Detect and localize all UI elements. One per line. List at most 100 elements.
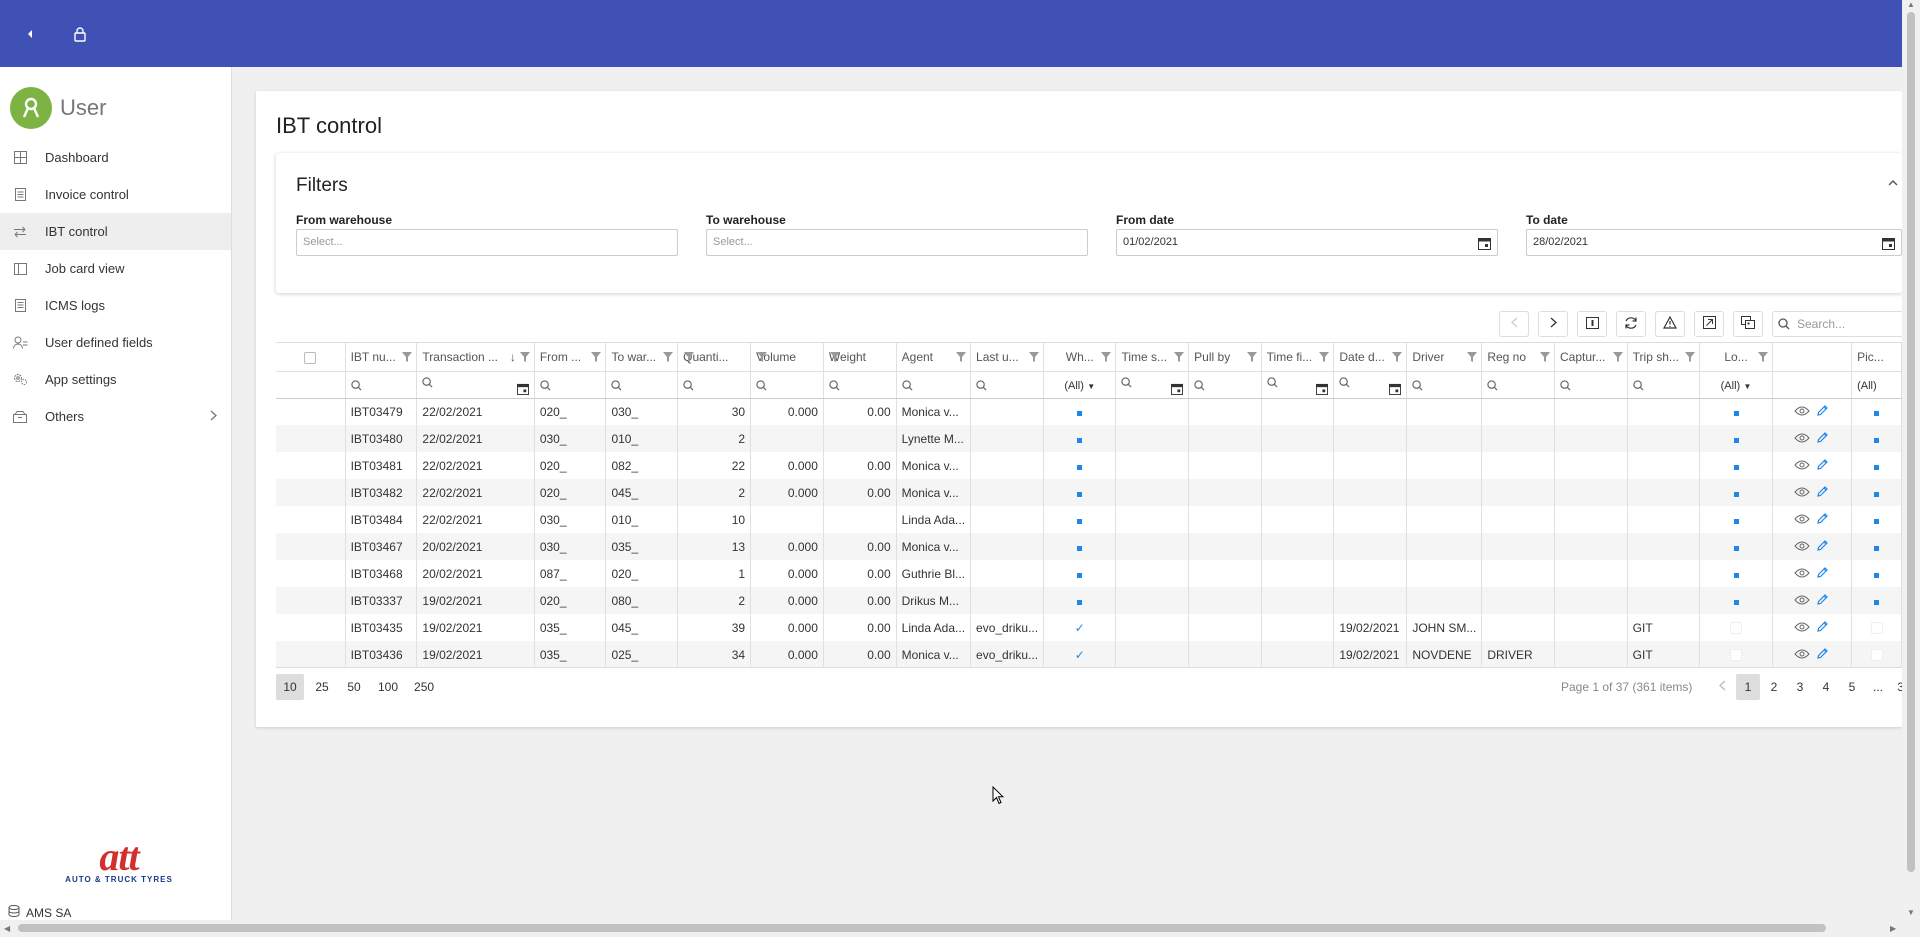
sidebar-item-ibt-control[interactable]: IBT control — [0, 213, 231, 250]
vertical-scrollbar[interactable]: ▲ ▼ — [1902, 0, 1920, 920]
edit-button[interactable] — [1816, 620, 1829, 636]
row-select[interactable] — [276, 533, 346, 560]
page-size-option[interactable]: 100 — [378, 680, 399, 694]
table-row[interactable]: IBT03482 22/02/2021 020_ 045_ 2 0.000 0.00 Moni… — [276, 479, 1902, 506]
row-select[interactable] — [276, 560, 346, 587]
user-profile[interactable]: User — [10, 87, 106, 129]
table-row[interactable]: IBT03337 19/02/2021 020_ 080_ 2 0.000 0.00 Drik… — [276, 587, 1902, 614]
col-date-dispatched[interactable]: Date d... — [1333, 343, 1408, 372]
lock-icon[interactable] — [68, 22, 92, 46]
row-select[interactable] — [276, 425, 346, 452]
edit-button[interactable] — [1816, 404, 1829, 420]
scroll-up-icon[interactable]: ▲ — [1907, 0, 1915, 9]
calendar-icon[interactable] — [1882, 235, 1895, 250]
filter-picked-select[interactable]: (All) — [1851, 371, 1902, 399]
view-button[interactable] — [1794, 648, 1811, 662]
export-button[interactable] — [1694, 311, 1724, 337]
warning-button[interactable] — [1655, 311, 1685, 337]
col-wh[interactable]: Wh... — [1043, 343, 1117, 372]
filter-time-start[interactable] — [1115, 371, 1190, 399]
edit-button[interactable] — [1816, 512, 1829, 528]
pager-prev-icon[interactable] — [1710, 674, 1734, 700]
filter-date-dispatched[interactable] — [1333, 371, 1408, 399]
col-reg-no[interactable]: Reg no — [1481, 343, 1555, 372]
view-button[interactable] — [1794, 405, 1811, 419]
col-ibt-number[interactable]: IBT nu... — [345, 343, 418, 372]
sidebar-item-invoice-control[interactable]: Invoice control — [0, 176, 231, 213]
from-date-field[interactable]: 01/02/2021 — [1116, 229, 1498, 256]
layout-button[interactable] — [1733, 311, 1763, 337]
filter-from[interactable] — [534, 371, 607, 399]
row-select[interactable] — [276, 506, 346, 533]
checkbox[interactable] — [1870, 622, 1883, 635]
column-chooser-button[interactable] — [1577, 311, 1607, 337]
filter-reg-no[interactable] — [1481, 371, 1555, 399]
filter-transaction-date[interactable] — [416, 371, 535, 399]
row-select[interactable] — [276, 452, 346, 479]
table-row[interactable]: IBT03480 22/02/2021 030_ 010_ 2 Lynette M... — [276, 425, 1902, 452]
view-button[interactable] — [1794, 486, 1811, 500]
col-volume[interactable]: Volume — [750, 343, 824, 372]
row-select[interactable] — [276, 479, 346, 506]
row-select[interactable] — [276, 614, 346, 641]
filter-agent[interactable] — [896, 371, 972, 399]
checkbox[interactable] — [1870, 649, 1883, 662]
sidebar-item-dashboard[interactable]: Dashboard — [0, 139, 231, 176]
view-button[interactable] — [1794, 594, 1811, 608]
col-from[interactable]: From ... — [534, 343, 607, 372]
page-size-option[interactable]: 50 — [347, 680, 361, 694]
edit-button[interactable] — [1816, 647, 1829, 663]
col-time-start[interactable]: Time s... — [1115, 343, 1190, 372]
row-select[interactable] — [276, 587, 346, 614]
page-size-option[interactable]: 25 — [315, 680, 329, 694]
filter-trip-sheet[interactable] — [1627, 371, 1701, 399]
scroll-right-icon[interactable]: ▶ — [1890, 924, 1897, 933]
checkbox[interactable] — [1730, 649, 1743, 662]
sidebar-item-job-card-view[interactable]: Job card view — [0, 250, 231, 287]
table-row[interactable]: IBT03467 20/02/2021 030_ 035_ 13 0.000 0.00 Mon… — [276, 533, 1902, 560]
filter-driver[interactable] — [1406, 371, 1483, 399]
filter-pull-by[interactable] — [1188, 371, 1262, 399]
col-picked[interactable]: Pic... — [1851, 343, 1902, 372]
table-row[interactable]: IBT03436 19/02/2021 035_ 025_ 34 0.000 0.00 Mon… — [276, 641, 1902, 667]
to-date-field[interactable]: 28/02/2021 — [1526, 229, 1902, 256]
table-row[interactable]: IBT03484 22/02/2021 030_ 010_ 10 Linda Ada... — [276, 506, 1902, 533]
filter-lo-select[interactable]: (All) ▼ — [1699, 371, 1773, 399]
vertical-scroll-thumb[interactable] — [1907, 12, 1915, 872]
table-row[interactable]: IBT03468 20/02/2021 087_ 020_ 1 0.000 0.00 Guth… — [276, 560, 1902, 587]
horizontal-scrollbar[interactable]: ◀ ▶ — [0, 920, 1902, 937]
sidebar-item-user-defined-fields[interactable]: User defined fields — [0, 324, 231, 361]
page-size-option[interactable]: 250 — [414, 680, 435, 694]
select-all-checkbox[interactable] — [276, 343, 346, 372]
view-button[interactable] — [1794, 567, 1811, 581]
filter-quantity[interactable] — [677, 371, 752, 399]
row-select[interactable] — [276, 641, 346, 667]
edit-button[interactable] — [1816, 593, 1829, 609]
edit-button[interactable] — [1816, 566, 1829, 582]
page-button[interactable]: 4 — [1822, 680, 1830, 694]
edit-button[interactable] — [1816, 485, 1829, 501]
prev-page-button[interactable] — [1499, 311, 1529, 337]
col-driver[interactable]: Driver — [1406, 343, 1483, 372]
scroll-down-icon[interactable]: ▼ — [1907, 908, 1915, 917]
col-weight[interactable]: Weight — [823, 343, 897, 372]
page-button[interactable]: 3 — [1796, 680, 1804, 694]
col-time-finish[interactable]: Time fi... — [1261, 343, 1335, 372]
view-button[interactable] — [1794, 540, 1811, 554]
page-button[interactable]: 5 — [1848, 680, 1856, 694]
col-transaction-date[interactable]: Transaction ... ↓ — [416, 343, 535, 372]
filter-time-finish[interactable] — [1261, 371, 1335, 399]
edit-button[interactable] — [1816, 539, 1829, 555]
edit-button[interactable] — [1816, 431, 1829, 447]
col-quantity[interactable]: Quanti... — [677, 343, 752, 372]
horizontal-scroll-thumb[interactable] — [18, 924, 1826, 932]
col-lo[interactable]: Lo... — [1699, 343, 1773, 372]
table-row[interactable]: IBT03479 22/02/2021 020_ 030_ 30 0.000 0.00 Mon… — [276, 398, 1902, 425]
col-agent[interactable]: Agent — [896, 343, 972, 372]
page-button[interactable]: 2 — [1770, 680, 1778, 694]
filter-captured[interactable] — [1554, 371, 1628, 399]
calendar-icon[interactable] — [1478, 235, 1491, 250]
view-button[interactable] — [1794, 432, 1811, 446]
scroll-left-icon[interactable]: ◀ — [4, 924, 11, 933]
filter-ibt-number[interactable] — [345, 371, 418, 399]
